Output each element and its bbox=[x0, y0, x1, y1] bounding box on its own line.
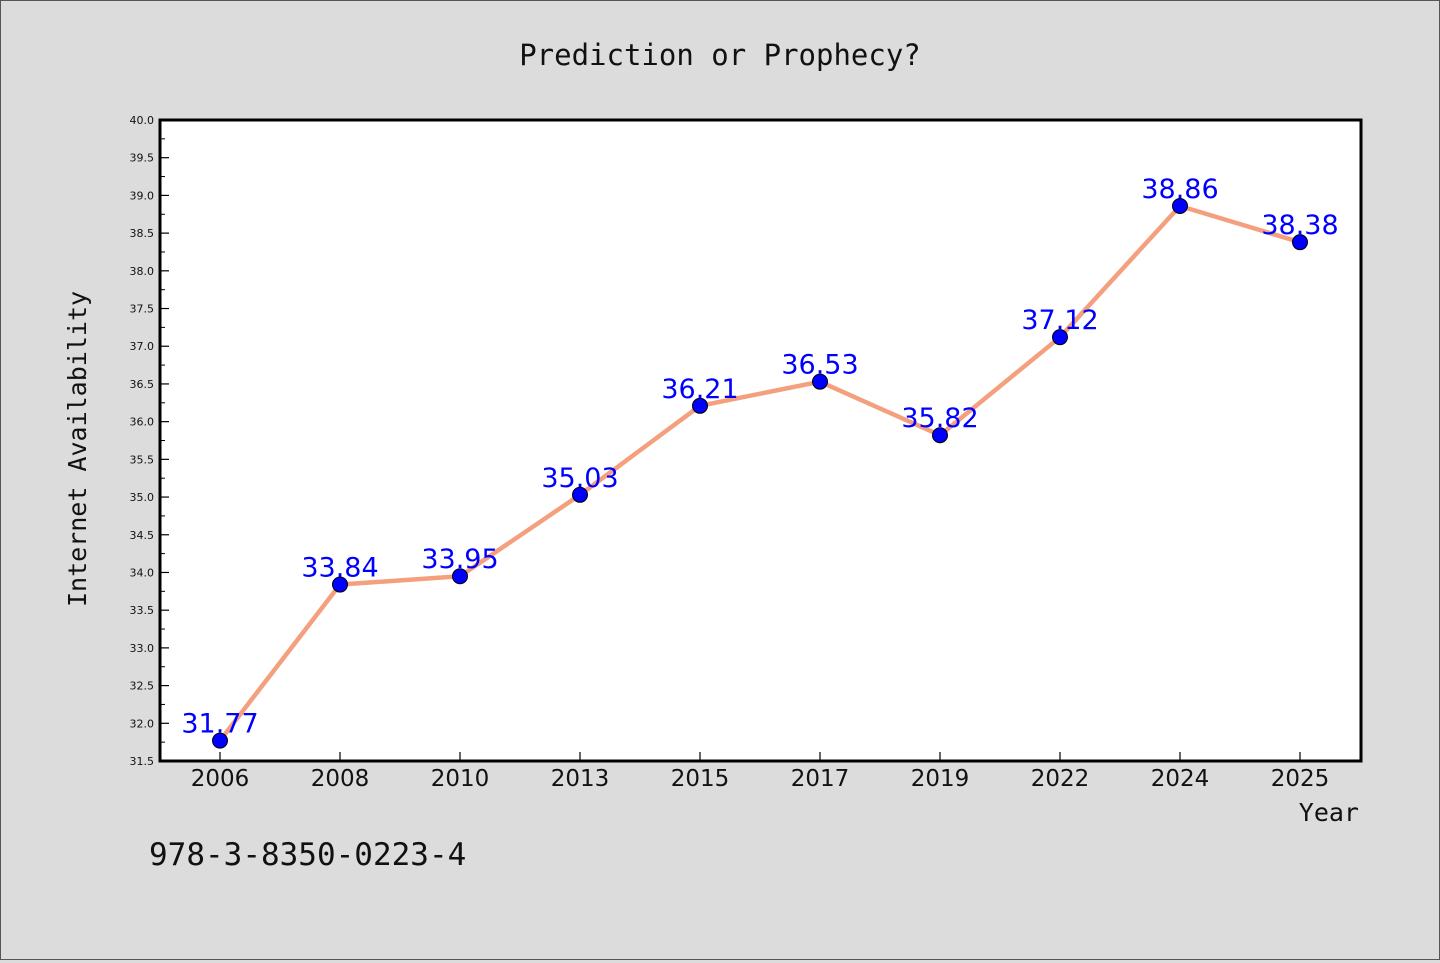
data-label: 31.77 bbox=[181, 709, 258, 740]
y-tick-label: 37.0 bbox=[130, 340, 155, 353]
y-tick-label: 38.0 bbox=[130, 265, 155, 278]
data-point bbox=[1052, 329, 1068, 346]
data-label: 38.38 bbox=[1261, 210, 1338, 241]
data-point bbox=[1292, 234, 1308, 251]
y-tick-label: 39.5 bbox=[130, 152, 155, 165]
x-axis-ticks: 2006 2008 2010 2013 2015 2017 2019 2022 2024 2025 bbox=[191, 752, 1330, 792]
chart-title: Prediction or Prophecy? bbox=[519, 38, 921, 72]
x-tick-label: 2013 bbox=[551, 766, 610, 792]
data-point bbox=[692, 397, 708, 414]
y-tick-label: 39.0 bbox=[130, 189, 155, 202]
y-tick-label: 34.0 bbox=[130, 566, 155, 579]
x-tick-label: 2010 bbox=[431, 766, 490, 792]
data-label: 38.86 bbox=[1141, 174, 1218, 205]
y-tick-label: 35.0 bbox=[130, 491, 155, 504]
data-label: 36.53 bbox=[781, 350, 858, 381]
y-tick-label: 40.0 bbox=[130, 114, 155, 127]
y-tick-label: 38.5 bbox=[130, 227, 155, 240]
data-label: 36.21 bbox=[661, 374, 738, 405]
y-tick-label: 34.5 bbox=[130, 529, 155, 542]
data-point bbox=[572, 486, 588, 503]
x-tick-label: 2019 bbox=[911, 766, 970, 792]
series-line bbox=[218, 203, 1301, 743]
data-labels: 31.77 33.84 33.95 35.03 36.21 36.53 35.82 37.12… bbox=[181, 174, 1338, 740]
y-axis-label: Internet Availability bbox=[63, 291, 92, 607]
data-point bbox=[452, 568, 468, 585]
x-tick-label: 2008 bbox=[311, 766, 370, 792]
x-tick-label: 2024 bbox=[1151, 766, 1210, 792]
data-label: 33.95 bbox=[421, 544, 498, 575]
data-point bbox=[332, 576, 348, 593]
data-point bbox=[212, 732, 228, 749]
x-tick-label: 2017 bbox=[791, 766, 850, 792]
data-label: 33.84 bbox=[301, 553, 378, 584]
y-tick-label: 33.0 bbox=[130, 642, 155, 655]
data-point bbox=[932, 427, 948, 444]
data-point bbox=[1172, 197, 1188, 214]
plot-area bbox=[158, 118, 1363, 763]
data-label: 35.03 bbox=[541, 463, 618, 494]
data-label: 35.82 bbox=[901, 403, 978, 434]
y-tick-label: 36.0 bbox=[130, 416, 155, 429]
data-points bbox=[212, 197, 1308, 749]
series-line-group bbox=[218, 203, 1301, 743]
x-tick-label: 2025 bbox=[1271, 766, 1330, 792]
y-axis-ticks: 31.5 32.0 32.5 33.0 33.5 34.0 34.5 35.0 35.5 36.0… bbox=[130, 114, 169, 768]
x-tick-label: 2022 bbox=[1031, 766, 1090, 792]
footer-code: 978-3-8350-0223-4 bbox=[149, 837, 466, 873]
y-tick-label: 36.5 bbox=[130, 378, 155, 391]
x-tick-label: 2006 bbox=[191, 766, 250, 792]
x-tick-label: 2015 bbox=[671, 766, 730, 792]
y-tick-label: 33.5 bbox=[130, 604, 155, 617]
data-point bbox=[812, 373, 828, 390]
y-tick-label: 31.5 bbox=[130, 755, 155, 768]
y-tick-label: 37.5 bbox=[130, 303, 155, 316]
y-tick-label: 32.5 bbox=[130, 680, 155, 693]
y-tick-label: 35.5 bbox=[130, 453, 155, 466]
data-label: 37.12 bbox=[1021, 305, 1098, 336]
x-axis-label: Year bbox=[1299, 798, 1359, 827]
y-tick-label: 32.0 bbox=[130, 717, 155, 730]
